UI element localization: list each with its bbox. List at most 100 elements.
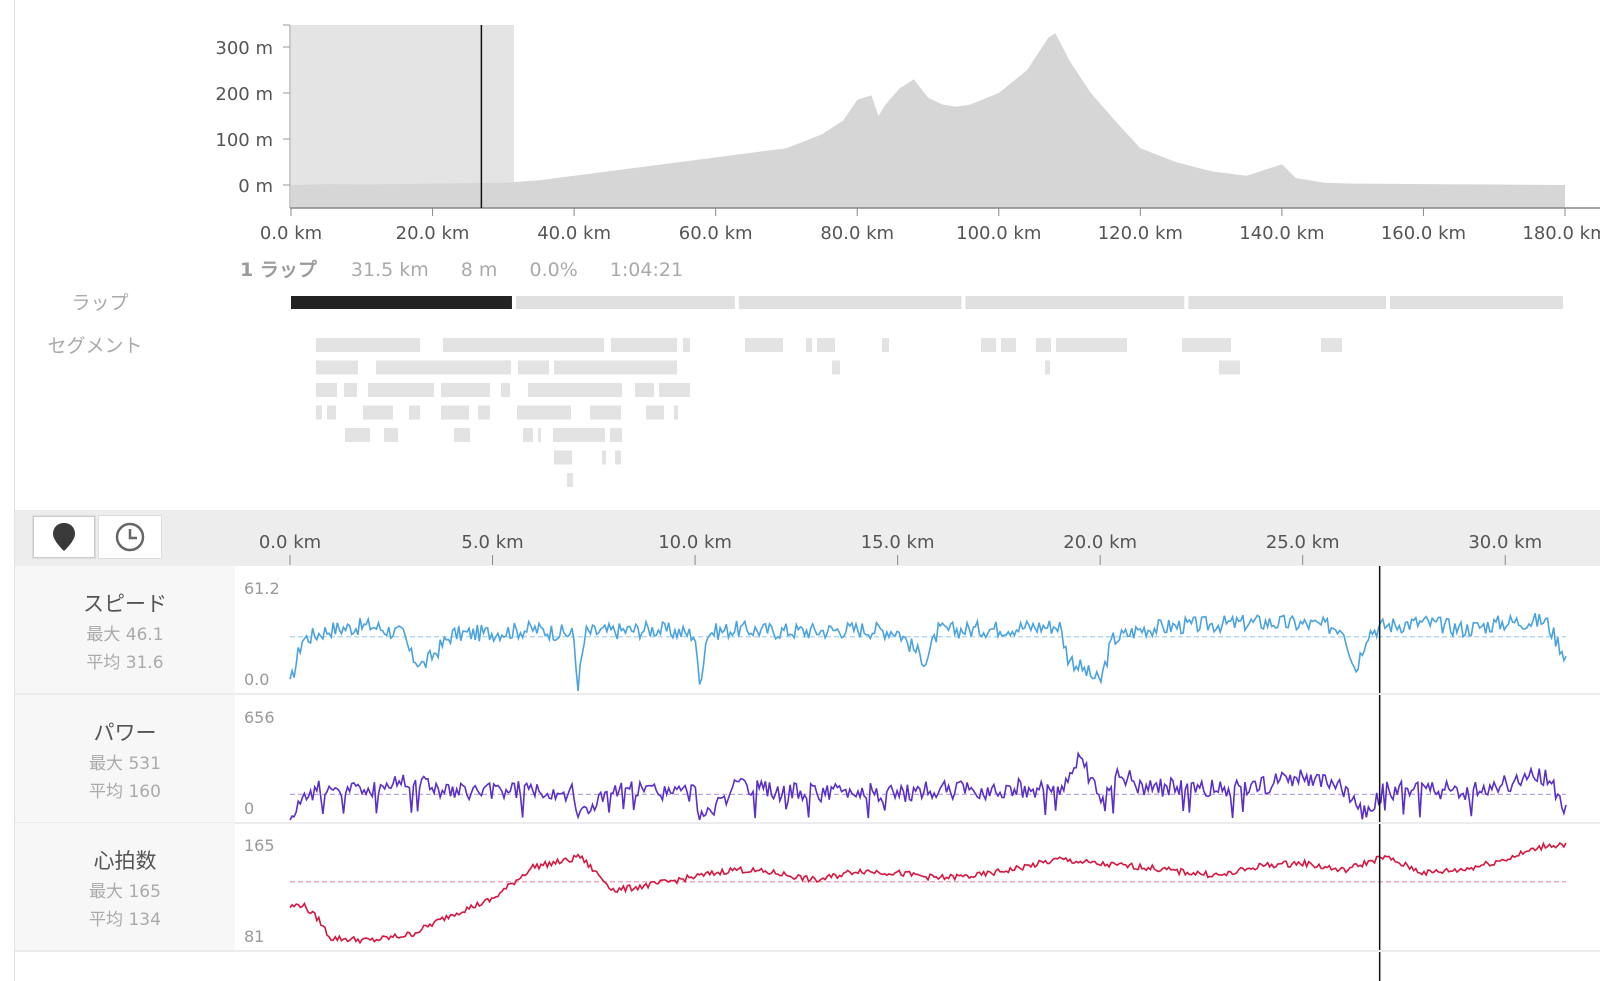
segment-bar[interactable] — [1321, 338, 1342, 352]
segment-bar[interactable] — [615, 450, 621, 465]
heartrate-line — [289, 841, 1567, 945]
heartrate-title: 心拍数 — [93, 849, 157, 873]
segment-bar[interactable] — [316, 360, 358, 375]
lap-name: 1 ラップ — [240, 259, 317, 281]
power-title: パワー — [93, 721, 157, 745]
power-axis-max: 656 — [244, 708, 275, 727]
segment-bar[interactable] — [1045, 360, 1050, 375]
lap-distance: 31.5 km — [350, 259, 429, 281]
lap-bar-6[interactable] — [1390, 296, 1563, 309]
segment-bar[interactable] — [1001, 338, 1016, 352]
elevation-x-tick-label: 0.0 km — [260, 223, 322, 244]
segment-bar[interactable] — [1219, 360, 1240, 375]
segment-bar[interactable] — [316, 383, 337, 397]
segment-bar[interactable] — [409, 405, 420, 420]
segment-bar[interactable] — [345, 428, 370, 442]
segment-bar[interactable] — [610, 428, 622, 442]
distance-tick-label: 25.0 km — [1266, 532, 1340, 553]
segment-bar[interactable] — [553, 428, 605, 442]
elevation-chart[interactable]: 300 m 200 m 100 m 0 m 0.0 km 20.0 km 40.0 km 6… — [0, 0, 1600, 500]
segment-bar[interactable] — [344, 383, 357, 397]
location-pin-icon — [53, 523, 75, 551]
segment-bar[interactable] — [316, 338, 420, 352]
lap-summary: 1 ラップ 31.5 km 8 m 0.0% 1:04:21 — [240, 255, 709, 282]
segment-bar[interactable] — [316, 405, 322, 420]
elevation-y-tick-label: 100 m — [215, 130, 273, 151]
distance-tick-label: 10.0 km — [658, 532, 732, 553]
segment-bar[interactable] — [646, 405, 664, 420]
elevation-x-tick-label: 160.0 km — [1381, 223, 1466, 244]
heartrate-axis-max: 165 — [244, 836, 275, 855]
segment-bar[interactable] — [635, 383, 654, 397]
lap-bar-3[interactable] — [738, 296, 962, 309]
segment-bars[interactable] — [316, 338, 1342, 487]
lap-time: 1:04:21 — [609, 259, 684, 281]
segment-bar[interactable] — [567, 473, 573, 487]
segment-bar[interactable] — [602, 450, 606, 465]
segment-bar[interactable] — [523, 428, 533, 442]
distance-tick-label: 5.0 km — [461, 532, 523, 553]
elevation-x-tick-label: 40.0 km — [537, 223, 611, 244]
segment-bar[interactable] — [517, 405, 571, 420]
segment-bar[interactable] — [882, 338, 889, 352]
segment-bar[interactable] — [683, 338, 690, 352]
segment-bar[interactable] — [368, 383, 434, 397]
segment-bar[interactable] — [832, 360, 840, 375]
elevation-x-tick-label: 120.0 km — [1098, 223, 1183, 244]
heartrate-chart[interactable]: 165 81 — [244, 836, 1567, 946]
segment-bar[interactable] — [518, 360, 549, 375]
lap-bar-4[interactable] — [965, 296, 1185, 309]
elevation-y-tick-label: 200 m — [215, 84, 273, 105]
lap-grade: 0.0% — [529, 259, 578, 281]
speed-label-panel: スピード 最大 46.1 平均 31.6 — [15, 566, 235, 693]
segment-bar[interactable] — [327, 405, 336, 420]
time-mode-button[interactable] — [98, 515, 162, 559]
elevation-x-tick-label: 100.0 km — [956, 223, 1041, 244]
power-axis-min: 0 — [244, 799, 254, 818]
segment-bar[interactable] — [376, 360, 511, 375]
segment-bar[interactable] — [590, 405, 621, 420]
segment-bar[interactable] — [659, 383, 690, 397]
speed-line — [289, 613, 1567, 692]
lap-bar-5[interactable] — [1188, 296, 1387, 309]
power-line — [289, 751, 1567, 821]
segment-bar[interactable] — [501, 383, 510, 397]
segment-bar[interactable] — [454, 428, 470, 442]
power-chart[interactable]: 656 0 — [244, 708, 1567, 821]
segment-bar[interactable] — [981, 338, 996, 352]
segment-bar[interactable] — [441, 383, 490, 397]
segment-bar[interactable] — [554, 360, 677, 375]
segment-bar[interactable] — [554, 450, 572, 465]
segment-bar[interactable] — [538, 428, 541, 442]
speed-axis-min: 0.0 — [244, 670, 269, 689]
laps-label: ラップ — [71, 292, 129, 314]
segment-bar[interactable] — [528, 383, 622, 397]
segment-bar[interactable] — [1182, 338, 1231, 352]
selected-range[interactable] — [291, 25, 514, 208]
segment-bar[interactable] — [745, 338, 783, 352]
lap-bar-2[interactable] — [515, 296, 735, 309]
lap-elevation: 8 m — [460, 259, 498, 281]
segment-bar[interactable] — [611, 338, 677, 352]
segment-bar[interactable] — [384, 428, 398, 442]
speed-chart[interactable]: 61.2 0.0 — [244, 579, 1567, 692]
segment-bar[interactable] — [478, 405, 490, 420]
left-border — [14, 0, 15, 981]
segment-bar[interactable] — [441, 405, 469, 420]
distance-tick-label: 0.0 km — [259, 532, 321, 553]
lap-bar[interactable] — [291, 296, 1563, 309]
stream-toolbar — [15, 510, 1600, 566]
segment-bar[interactable] — [1036, 338, 1051, 352]
segment-bar[interactable] — [443, 338, 604, 352]
lap-bar-1[interactable] — [291, 296, 512, 309]
speed-avg: 平均 31.6 — [86, 653, 164, 673]
distance-mode-button[interactable] — [32, 515, 96, 559]
segment-bar[interactable] — [363, 405, 393, 420]
segment-bar[interactable] — [806, 338, 812, 352]
segment-bar[interactable] — [674, 405, 678, 420]
segment-bar[interactable] — [1056, 338, 1127, 352]
panel-separator — [15, 693, 1600, 695]
distance-tick-label: 30.0 km — [1468, 532, 1542, 553]
segment-bar[interactable] — [817, 338, 835, 352]
